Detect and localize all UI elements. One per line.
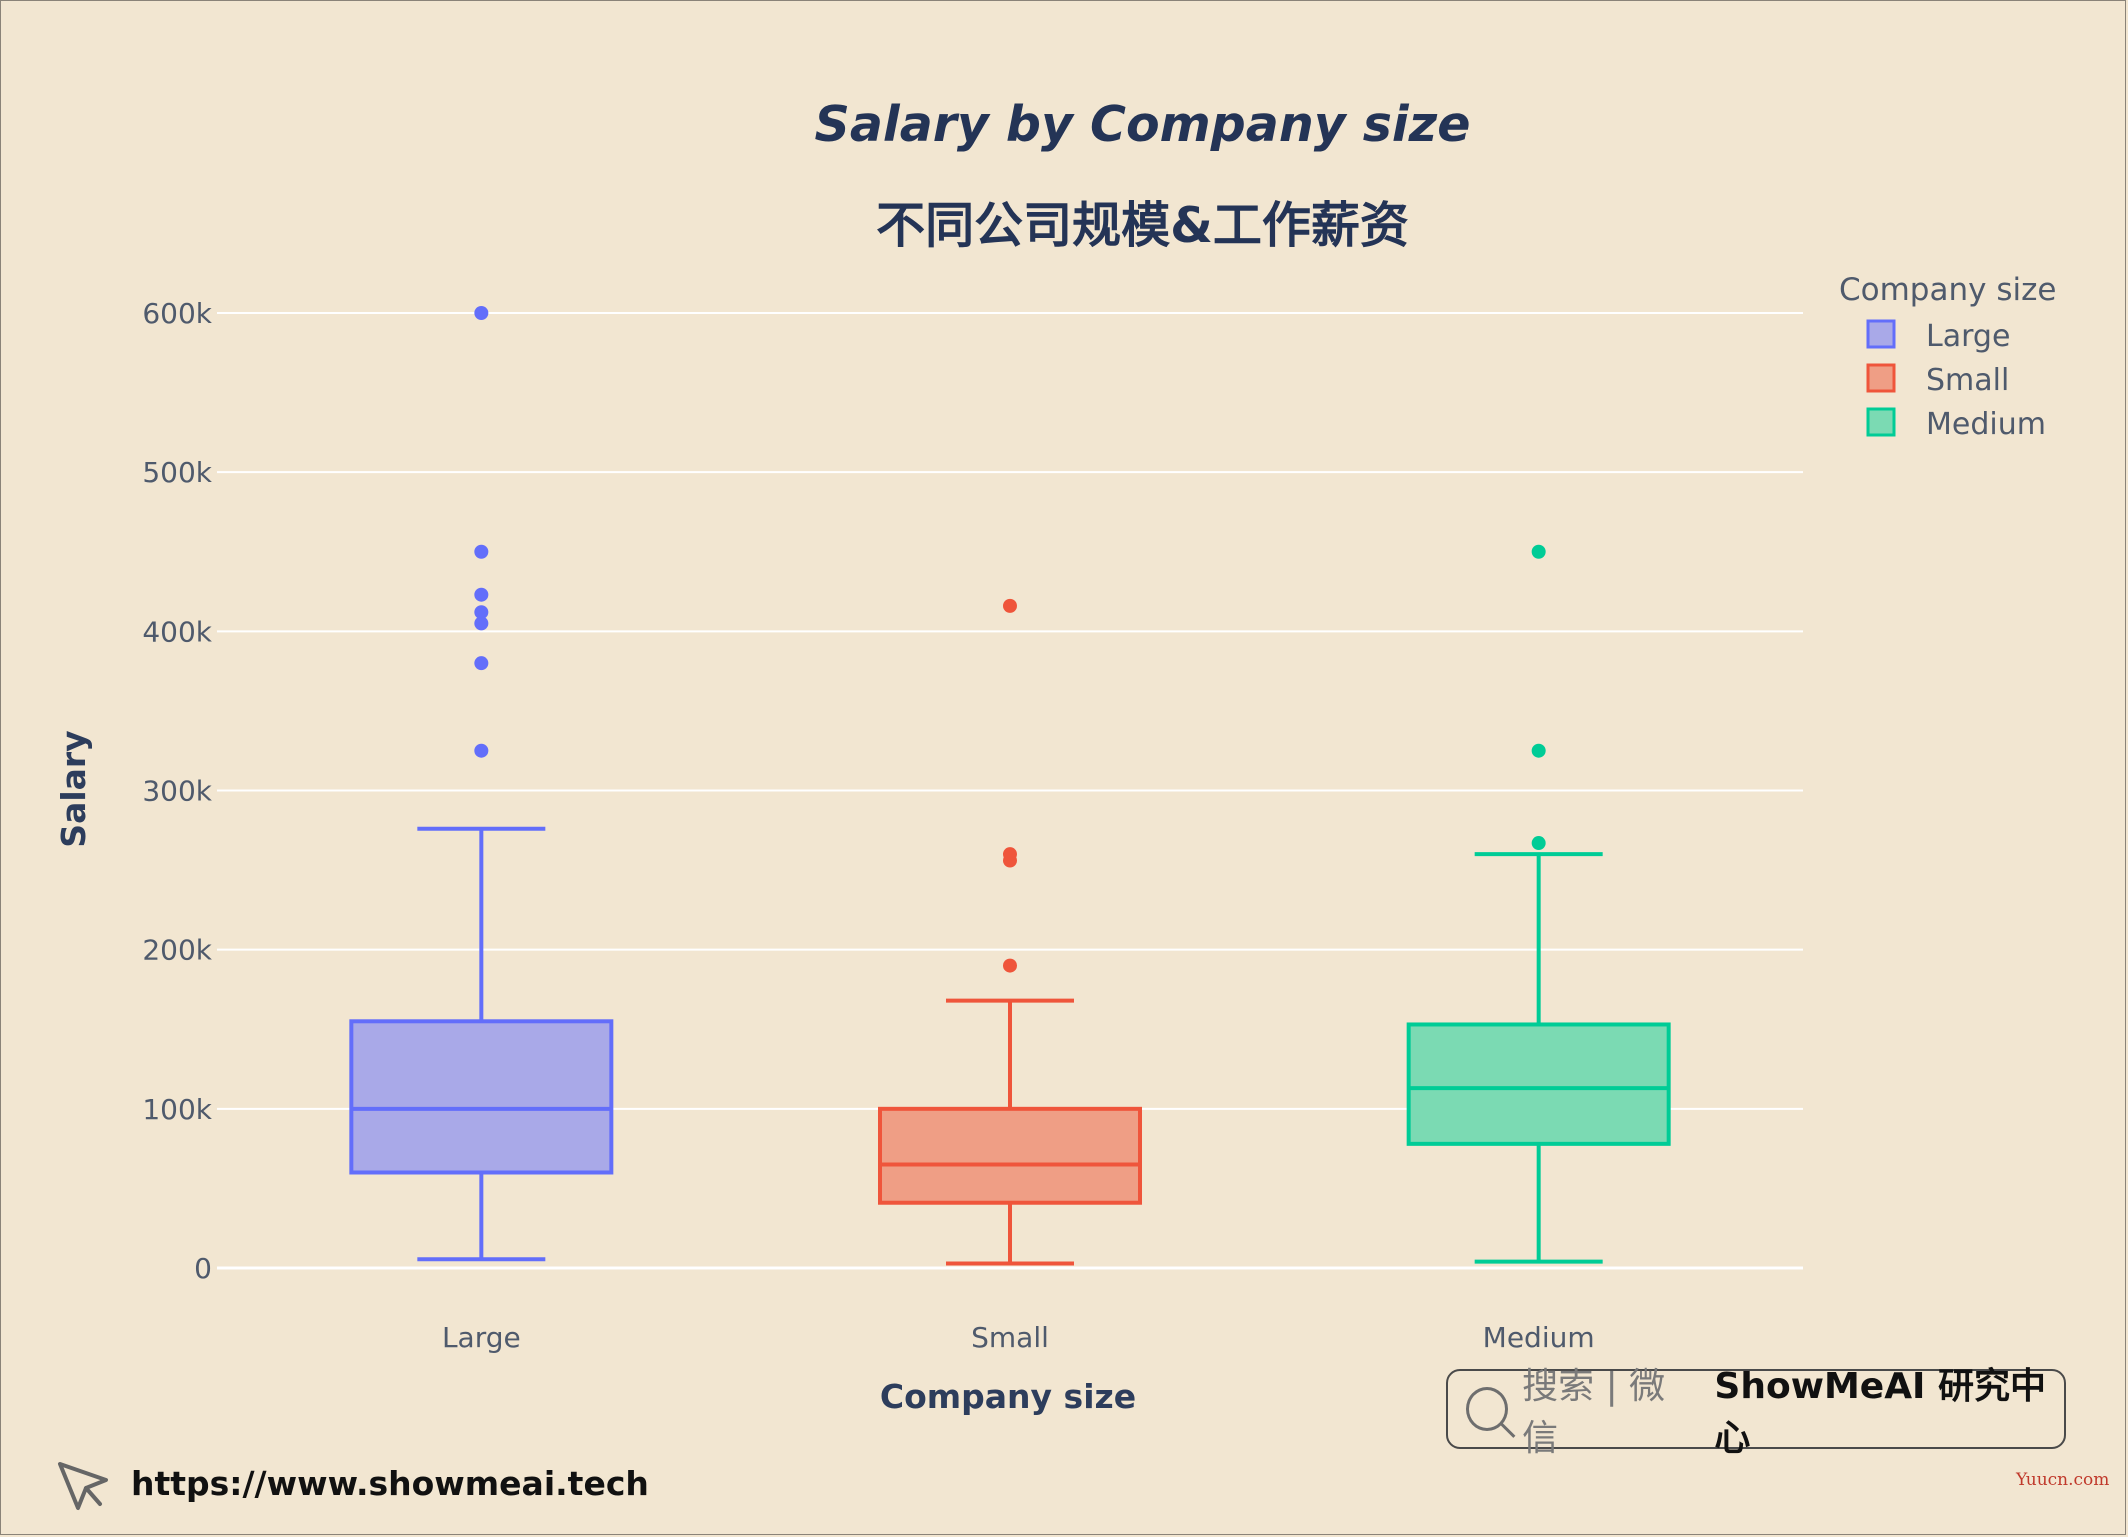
y-tick-label: 0 [194,1252,212,1285]
y-tick-label: 500k [142,456,212,489]
cursor-arrow-icon [58,1462,108,1510]
x-tick-label: Large [442,1321,521,1354]
search-brand: ShowMeAI 研究中心 [1714,1366,2046,1459]
x-axis-title: Company size [880,1377,1136,1416]
outlier-point [1003,958,1017,973]
legend-title: Company size [1839,272,2056,308]
outlier-point [474,616,489,631]
chart-subtitle: 不同公司规模&工作薪资 [876,197,1409,254]
y-tick-label: 200k [142,934,212,967]
legend-swatch-medium [1866,407,1896,437]
search-box: 搜索 | 微信 ShowMeAI 研究中心 [1446,1366,2066,1459]
box-medium [1406,544,1671,1264]
legend-label-large: Large [1926,319,2010,354]
outlier-point [1003,847,1017,862]
outlier-point [474,544,489,559]
search-hint: 搜索 | 微信 [1522,1366,1666,1459]
outlier-point [474,656,489,671]
iqr-box [1406,1022,1671,1146]
box-large [349,306,614,1262]
outlier-point [474,587,489,602]
chart-title: Salary by Company size [814,96,1471,153]
y-tick-label: 100k [142,1093,212,1126]
legend-label-medium: Medium [1926,407,2046,442]
y-axis-title: Salary [54,730,93,847]
y-tick-label: 400k [142,615,212,648]
search-icon [1466,1387,1509,1431]
outlier-point [1531,743,1546,758]
iqr-box [349,1019,614,1175]
x-tick-label: Small [971,1321,1049,1354]
y-tick-label: 300k [142,775,212,808]
legend-label-small: Small [1926,363,2009,398]
site-url[interactable]: https://www.showmeai.tech [131,1464,649,1503]
outlier-point [1531,544,1546,559]
outlier-point [474,743,489,758]
legend-swatch-small [1866,363,1896,393]
outlier-point [1003,598,1017,613]
outlier-point [1531,836,1546,851]
outlier-point [474,306,489,320]
watermark: Yuucn.com [2016,1470,2110,1490]
outlier-point [474,605,489,620]
x-tick-label: Medium [1483,1321,1595,1354]
legend-swatch-large [1866,319,1896,349]
legend: Company size Large Small Medium [1839,272,2056,442]
iqr-box [878,1106,1142,1205]
box-small [878,598,1142,1266]
y-tick-label: 600k [142,297,212,330]
